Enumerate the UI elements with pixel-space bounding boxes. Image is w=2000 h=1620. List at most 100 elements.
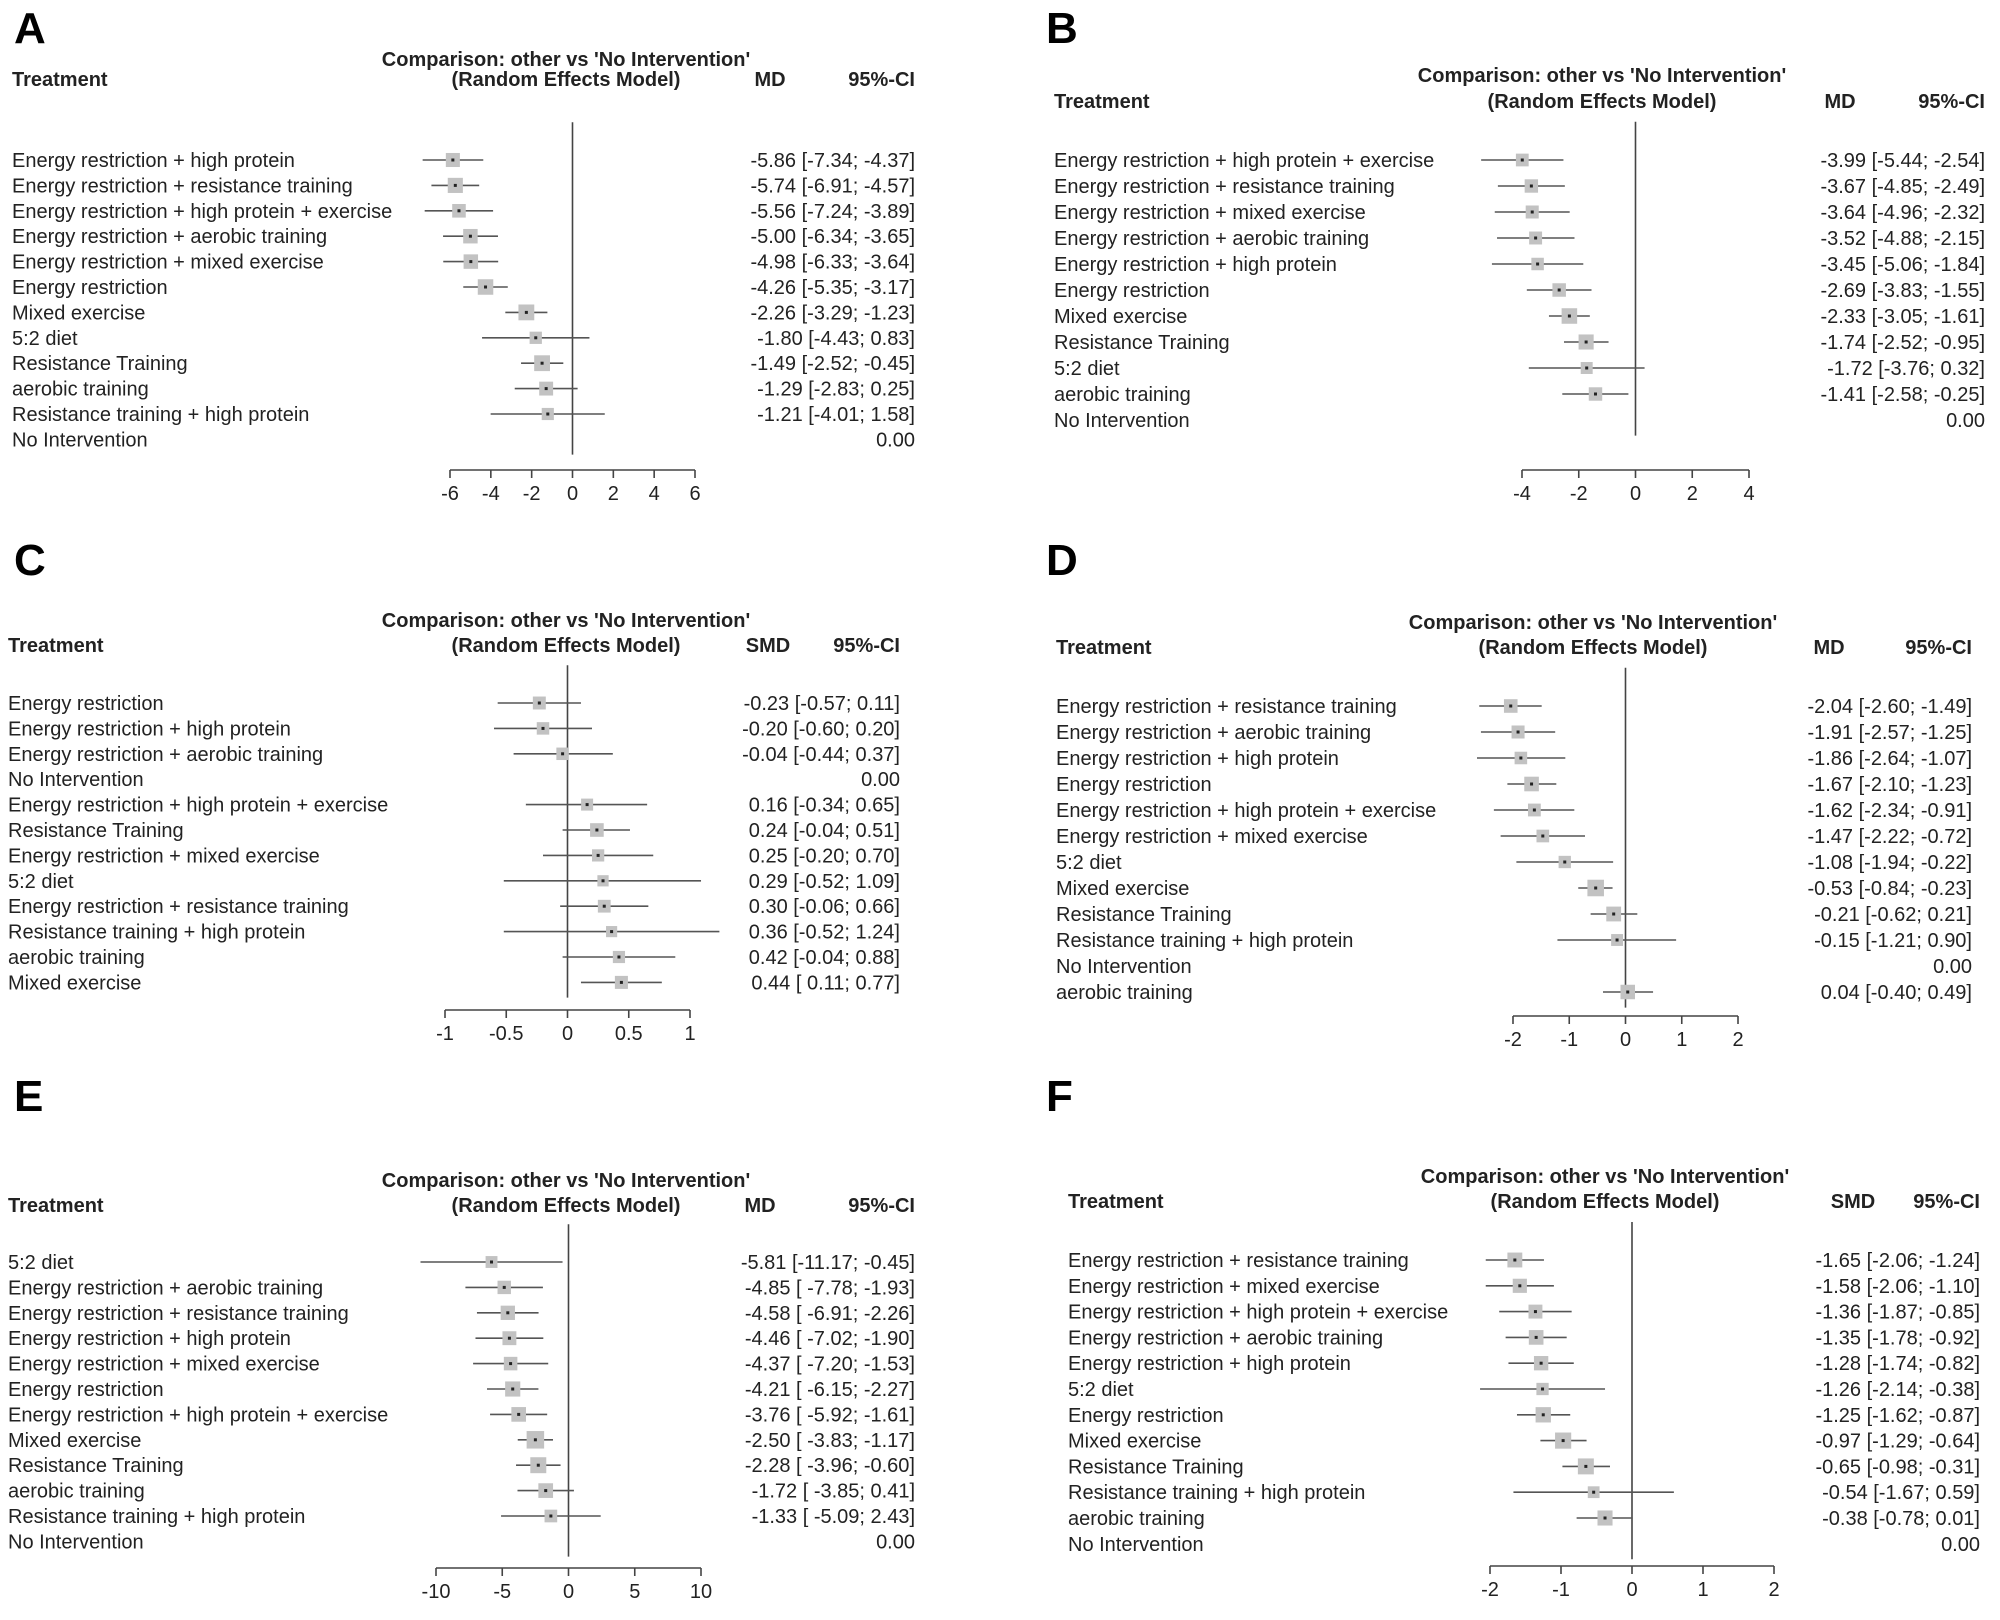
x-tick-label: -1 xyxy=(436,1023,454,1045)
row-estimate-ci: -3.52 [-4.88; -2.15] xyxy=(1820,228,1985,250)
row-estimate-ci: -5.81 [-11.17; -0.45] xyxy=(741,1252,915,1274)
row-estimate-ci: -0.04 [-0.44; 0.37] xyxy=(742,744,900,766)
row-estimate-ci: -1.36 [-1.87; -0.85] xyxy=(1815,1302,1980,1324)
point-estimate-dot xyxy=(617,955,621,959)
header-ci: 95%-CI xyxy=(1913,1191,1980,1213)
row-estimate-ci: -1.21 [-4.01; 1.58] xyxy=(757,404,915,426)
x-tick-label: 0 xyxy=(567,483,578,505)
x-tick-label: -6 xyxy=(441,483,459,505)
point-estimate-dot xyxy=(1532,808,1536,812)
row-estimate-ci: -2.50 [ -3.83; -1.17] xyxy=(745,1430,915,1452)
row-estimate-ci: 0.04 [-0.40; 0.49] xyxy=(1821,982,1972,1004)
row-estimate-ci: 0.24 [-0.04; 0.51] xyxy=(749,820,900,842)
plot-subtitle: (Random Effects Model) xyxy=(1488,91,1717,113)
row-label: aerobic training xyxy=(12,379,149,401)
row-label: Resistance Training xyxy=(8,1455,184,1477)
header-measure: MD xyxy=(1824,91,1855,113)
row-label: 5:2 diet xyxy=(1054,358,1120,380)
row-estimate-ci: 0.30 [-0.06; 0.66] xyxy=(749,896,900,918)
row-estimate-ci: -0.53 [-0.84; -0.23] xyxy=(1807,878,1972,900)
row-estimate-ci: -4.21 [ -6.15; -2.27] xyxy=(745,1379,915,1401)
row-label: Energy restriction + mixed exercise xyxy=(1054,202,1366,224)
header-measure: SMD xyxy=(1831,1191,1875,1213)
point-estimate-dot xyxy=(601,879,605,883)
point-estimate-dot xyxy=(1585,366,1589,370)
row-label: Mixed exercise xyxy=(1068,1431,1201,1453)
row-estimate-ci: -0.21 [-0.62; 0.21] xyxy=(1814,904,1972,926)
point-estimate-dot xyxy=(507,1336,511,1340)
row-estimate-ci: -1.58 [-2.06; -1.10] xyxy=(1815,1276,1980,1298)
x-tick-label: -2 xyxy=(523,483,541,505)
x-tick-label: -0.5 xyxy=(489,1023,523,1045)
row-estimate-ci: -2.26 [-3.29; -1.23] xyxy=(750,302,915,324)
row-estimate-ci: -4.58 [ -6.91; -2.26] xyxy=(745,1303,915,1325)
point-estimate-dot xyxy=(1516,730,1520,734)
point-estimate-dot xyxy=(509,1362,513,1366)
point-estimate-dot xyxy=(1519,756,1523,760)
point-estimate-dot xyxy=(1513,1258,1517,1262)
header-treatment: Treatment xyxy=(1054,91,1150,113)
row-label: Energy restriction + high protein xyxy=(8,1328,291,1350)
point-estimate-dot xyxy=(1603,1516,1607,1520)
x-tick-label: 4 xyxy=(649,483,660,505)
row-label: Energy restriction + aerobic training xyxy=(1068,1327,1383,1349)
row-estimate-ci: -1.72 [ -3.85; 0.41] xyxy=(752,1481,915,1503)
row-label: Energy restriction + high protein + exer… xyxy=(1056,800,1436,822)
row-label: Energy restriction + aerobic training xyxy=(12,226,327,248)
row-label: Energy restriction + high protein xyxy=(1056,748,1339,770)
header-treatment: Treatment xyxy=(8,635,104,657)
point-estimate-dot xyxy=(596,853,600,857)
row-estimate-ci: 0.00 xyxy=(876,1531,915,1553)
header-treatment: Treatment xyxy=(8,1195,104,1217)
forest-panel-b: Comparison: other vs 'No Intervention' (R… xyxy=(1054,65,1985,505)
row-label: Energy restriction + aerobic training xyxy=(1056,722,1371,744)
row-label: aerobic training xyxy=(8,1481,145,1503)
point-estimate-dot xyxy=(1593,392,1597,396)
point-estimate-dot xyxy=(549,1514,553,1518)
point-estimate-dot xyxy=(1612,912,1616,916)
point-estimate-dot xyxy=(502,1285,506,1289)
row-estimate-ci: -0.15 [-1.21; 0.90] xyxy=(1814,930,1972,952)
point-estimate-dot xyxy=(1567,314,1571,318)
row-estimate-ci: -1.86 [-2.64; -1.07] xyxy=(1807,748,1972,770)
x-tick-label: 0 xyxy=(563,1581,574,1603)
point-estimate-dot xyxy=(537,701,541,705)
x-tick-label: -5 xyxy=(493,1581,511,1603)
point-estimate-dot xyxy=(585,803,589,807)
row-label: Energy restriction + high protein + exer… xyxy=(1068,1302,1448,1324)
point-estimate-dot xyxy=(1563,860,1567,864)
row-label: Energy restriction + mixed exercise xyxy=(1056,826,1368,848)
row-estimate-ci: -2.28 [ -3.96; -0.60] xyxy=(745,1455,915,1477)
header-treatment: Treatment xyxy=(1068,1191,1164,1213)
header-ci: 95%-CI xyxy=(1905,637,1972,659)
row-estimate-ci: -2.69 [-3.83; -1.55] xyxy=(1820,280,1985,302)
point-estimate-dot xyxy=(1530,782,1534,786)
x-tick-label: 0 xyxy=(1630,483,1641,505)
header-ci: 95%-CI xyxy=(1918,91,1985,113)
row-label: aerobic training xyxy=(1068,1508,1205,1530)
row-estimate-ci: 0.42 [-0.04; 0.88] xyxy=(749,947,900,969)
header-measure: MD xyxy=(754,69,785,91)
x-tick-label: 2 xyxy=(608,483,619,505)
x-tick-label: -1 xyxy=(1560,1029,1578,1051)
row-label: Resistance training + high protein xyxy=(8,922,305,944)
x-tick-label: 4 xyxy=(1743,483,1754,505)
row-label: Resistance Training xyxy=(12,353,188,375)
point-estimate-dot xyxy=(1615,938,1619,942)
header-treatment: Treatment xyxy=(1056,637,1152,659)
x-tick-label: 10 xyxy=(690,1581,712,1603)
row-label: Resistance training + high protein xyxy=(1056,930,1353,952)
header-measure: SMD xyxy=(746,635,790,657)
row-label: Resistance training + high protein xyxy=(1068,1482,1365,1504)
row-label: 5:2 diet xyxy=(1056,852,1122,874)
row-estimate-ci: -1.26 [-2.14; -0.38] xyxy=(1815,1379,1980,1401)
row-label: 5:2 diet xyxy=(8,1252,74,1274)
row-label: Energy restriction + resistance training xyxy=(8,1303,349,1325)
header-ci: 95%-CI xyxy=(833,635,900,657)
row-label: aerobic training xyxy=(1056,982,1193,1004)
point-estimate-dot xyxy=(1541,834,1545,838)
row-label: Resistance Training xyxy=(1056,904,1232,926)
row-label: Mixed exercise xyxy=(8,1430,141,1452)
row-estimate-ci: -5.74 [-6.91; -4.57] xyxy=(750,175,915,197)
row-label: 5:2 diet xyxy=(8,871,74,893)
